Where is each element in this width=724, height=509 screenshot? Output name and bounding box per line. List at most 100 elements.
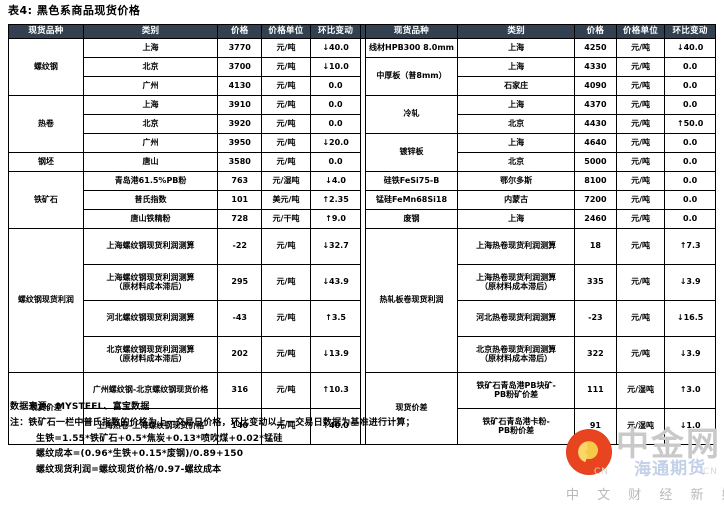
cell-unit-left: 元/吨 [261,372,311,409]
cell-variety-left: 钢坯 [8,152,84,172]
cell-price-right: 4330 [573,57,617,77]
cell-category-right: 铁矿石青岛港卡粉- PB粉价差 [457,408,575,445]
cell-price-left: 202 [217,336,263,373]
cell-price-left: 3910 [217,95,263,115]
cell-unit-right: 元/吨 [615,95,666,115]
cell-change-right: ↑7.3 [664,228,716,265]
cell-category-left: 上海 [82,38,219,58]
col-header-price-left: 价格 [217,24,263,39]
col-header-category-right: 类别 [457,24,575,39]
cell-category-left: 广州 [82,133,219,153]
cell-change-left: ↓43.9 [309,264,362,301]
cell-unit-left: 元/吨 [261,408,311,445]
cell-price-left: 3700 [217,57,263,77]
arrow-up-icon: ↑ [322,385,330,395]
logo-cn-right: CN [702,467,718,477]
arrow-down-icon: ↓ [676,313,684,323]
note-line-3: 螺纹成本=(0.96*生铁+0.15*废钢)/0.89+150 [36,449,244,460]
cell-unit-right: 元/湿吨 [615,408,666,445]
cell-unit-right: 元/吨 [615,264,666,301]
table-row: 螺纹钢现货利润 上海螺纹钢现货利润测算 -22 元/吨 ↓32.7 热轧板卷现货利润 上海热… [8,228,716,373]
cell-category-left: 青岛港61.5%PB粉 [82,171,219,191]
cell-price-right: 335 [573,264,617,301]
table-row: 北京螺纹钢现货利润测算 （原材料成本滞后） 202 元/吨 ↓13.9 北京热卷现货利润测… [9,336,716,373]
cell-variety-right: 冷轧 [364,95,459,134]
cell-variety-left: 螺纹钢现货利润 [8,228,84,373]
cell-unit-right: 元/吨 [615,336,666,373]
cell-category-right: 上海 [457,209,575,229]
cell-price-left: 140 [217,408,263,445]
cell-price-right: 322 [573,336,617,373]
table-notes: 数据来源：MYSTEEL、富宝数据 注：铁矿石一栏中普氏指数的价格为上一交易日价… [10,400,415,479]
cell-change-left: ↑40.0 [309,408,362,445]
cell-unit-right: 元/吨 [615,171,666,191]
cell-change-right: ↑3.0 [664,372,716,409]
cell-category-left: 北京螺纹钢现货利润测算 （原材料成本滞后） [82,336,219,373]
cell-category-left: 上海热卷-上海螺纹钢现货价格 [82,408,219,445]
cell-category-right: 内蒙古 [457,190,575,210]
arrow-up-icon: ↑ [676,118,684,128]
cell-price-right: 18 [573,228,617,265]
cell-category-left: 北京 [82,114,219,134]
cell-unit-right: 元/吨 [615,38,666,58]
cell-unit-left: 元/干吨 [261,209,311,229]
cell-variety-right: 线材HPB300 8.0mm [364,38,459,58]
col-header-unit-left: 价格单位 [261,24,311,39]
cell-category-left: 北京 [82,57,219,77]
arrow-down-icon: ↓ [325,175,332,185]
cell-category-right: 北京 [457,152,575,172]
cell-unit-right: 元/吨 [615,300,666,337]
cell-price-right: 4090 [573,76,617,96]
arrow-down-icon: ↓ [322,241,330,251]
cell-unit-right: 元/吨 [615,228,666,265]
cell-category-left: 唐山铁精粉 [82,209,219,229]
cell-category-left: 上海螺纹钢现货利润测算 （原材料成本滞后） [82,264,219,301]
cell-change-left: ↓10.0 [309,57,362,77]
table-row: 螺纹钢 上海 3770 元/吨 ↓40.0 线材HPB300 8.0mm 上海 4250 元/吨… [8,38,716,445]
cell-variety-right: 现货价差 [364,372,459,445]
arrow-down-icon: ↓ [676,42,684,52]
cell-unit-right: 元/吨 [615,133,666,153]
table-row: 上海热卷-上海螺纹钢现货价格 140 元/吨 ↑40.0 铁矿石青岛港卡粉- PB粉价差 9… [9,408,716,445]
page-title: 表4: 黑色系商品现货价格 [8,4,141,17]
table-body: 螺纹钢 上海 3770 元/吨 ↓40.0 线材HPB300 8.0mm 上海 4250 元/吨… [8,38,716,445]
cell-change-left: ↑2.35 [309,190,362,210]
cell-category-right: 铁矿石青岛港PB块矿- PB粉矿价差 [457,372,575,409]
cell-category-right: 北京 [457,114,575,134]
note-source: 数据来源：MYSTEEL、富宝数据 [10,402,150,412]
cell-price-left: 4130 [217,76,263,96]
spot-price-table: 现货品种 类别 价格 价格单位 环比变动 现货品种 类别 价格 价格单位 环比变… [8,24,716,445]
cell-price-left: -22 [217,228,263,265]
cell-variety-right: 热轧板卷现货利润 [364,228,459,373]
arrow-up-icon: ↑ [325,313,332,323]
cell-price-right: 5000 [573,152,617,172]
cell-unit-left: 元/吨 [261,38,311,58]
cell-variety-left: 螺纹钢 [8,38,84,96]
arrow-down-icon: ↓ [322,349,330,359]
cell-unit-right: 元/吨 [615,76,666,96]
cell-category-left: 唐山 [82,152,219,172]
cell-variety-left: 热卷 [8,95,84,153]
arrow-up-icon: ↑ [679,385,687,395]
cell-unit-left: 元/吨 [261,57,311,77]
cell-unit-left: 元/吨 [261,133,311,153]
table-row: 广州 4130 元/吨 0.0 石家庄 4090 元/吨 0.0 [9,76,716,96]
col-header-unit-right: 价格单位 [615,24,666,39]
cell-price-right: 4250 [573,38,617,58]
cell-price-left: 3770 [217,38,263,58]
cell-change-left: 0.0 [309,76,362,96]
table-row: 上海螺纹钢现货利润测算 （原材料成本滞后） 295 元/吨 ↓43.9 上海热卷现货利润测… [9,264,716,301]
cell-unit-right: 元/吨 [615,114,666,134]
cell-price-right: 111 [573,372,617,409]
arrow-up-icon: ↑ [322,194,330,204]
cell-change-right: 0.0 [664,95,716,115]
arrow-down-icon: ↓ [679,421,687,431]
cell-unit-right: 元/吨 [615,190,666,210]
cell-category-left: 上海螺纹钢现货利润测算 [82,228,219,265]
cell-category-right: 河北热卷现货利润测算 [457,300,575,337]
cell-variety-left: 现货价差 [8,372,84,445]
cell-price-left: 3580 [217,152,263,172]
cell-category-left: 广州 [82,76,219,96]
cell-change-left: ↑9.0 [309,209,362,229]
